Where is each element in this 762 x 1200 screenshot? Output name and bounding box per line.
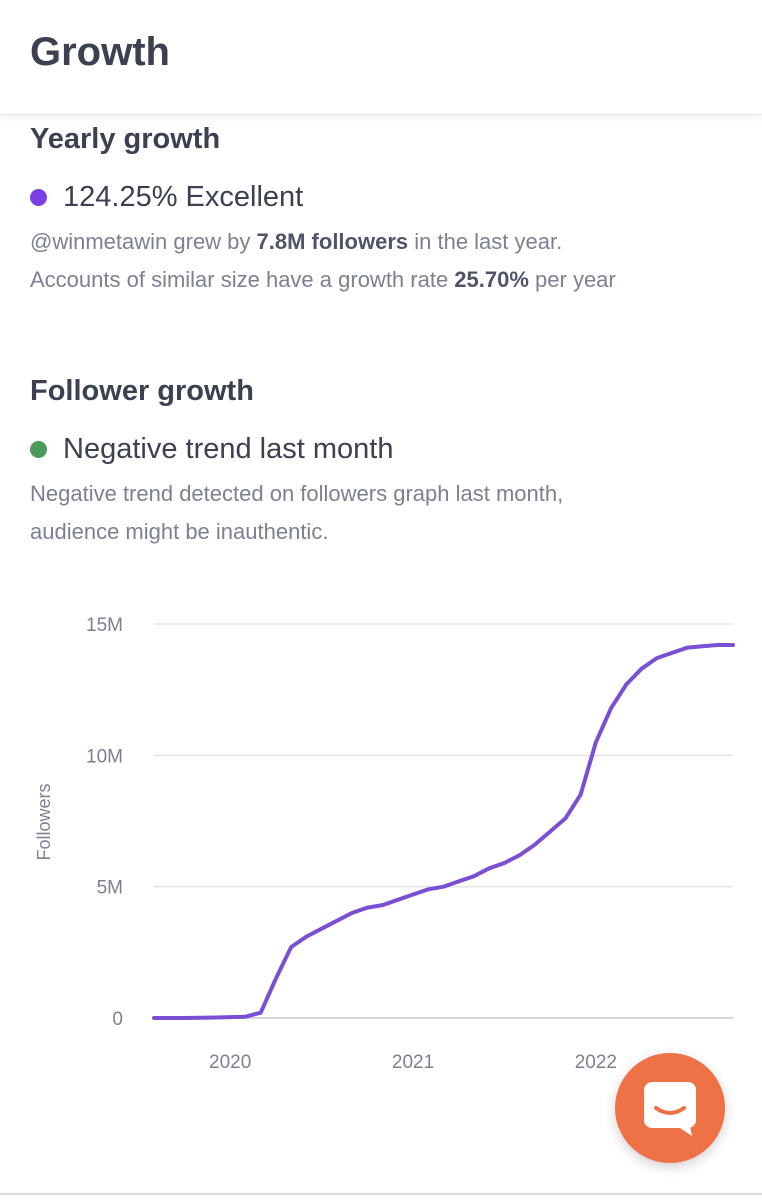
bottom-divider xyxy=(0,1193,762,1195)
y-tick-label: 5M xyxy=(97,878,123,899)
y-tick-label: 0 xyxy=(112,1009,123,1030)
status-dot-icon xyxy=(30,441,47,458)
y-axis-label: Followers xyxy=(34,783,54,860)
growth-content: Yearly growth 124.25% Excellent @winmeta… xyxy=(0,115,762,1195)
yearly-growth-title: Yearly growth xyxy=(30,123,221,155)
page-header: Growth xyxy=(0,0,762,115)
followers-series-line xyxy=(152,643,735,1020)
chat-button[interactable] xyxy=(615,1053,725,1163)
y-tick-label: 10M xyxy=(86,746,123,767)
status-dot-icon xyxy=(30,189,47,206)
x-tick-label: 2022 xyxy=(575,1052,617,1073)
yearly-growth-description: @winmetawin grew by 7.8M followers in th… xyxy=(30,229,616,292)
x-tick-label: 2020 xyxy=(209,1052,251,1073)
followers-gained: 7.8M followers xyxy=(256,229,409,254)
chat-bubble-icon xyxy=(644,1082,696,1136)
yearly-growth-value: 124.25% Excellent xyxy=(63,181,304,213)
y-tick-label: 15M xyxy=(86,615,123,636)
follower-growth-chart: 0 5M 10M 15M 2020 2021 2022 Followers xyxy=(34,615,735,1073)
x-tick-label: 2021 xyxy=(392,1052,434,1073)
follower-trend-value: Negative trend last month xyxy=(63,433,394,465)
yearly-growth-metric: 124.25% Excellent xyxy=(30,181,303,214)
account-handle: @winmetawin xyxy=(30,229,168,254)
follower-growth-description: Negative trend detected on followers gra… xyxy=(30,481,564,544)
similar-growth-rate: 25.70% xyxy=(454,267,529,292)
page-title: Growth xyxy=(30,30,170,74)
follower-growth-title: Follower growth xyxy=(30,375,254,407)
follower-growth-metric: Negative trend last month xyxy=(30,433,393,466)
